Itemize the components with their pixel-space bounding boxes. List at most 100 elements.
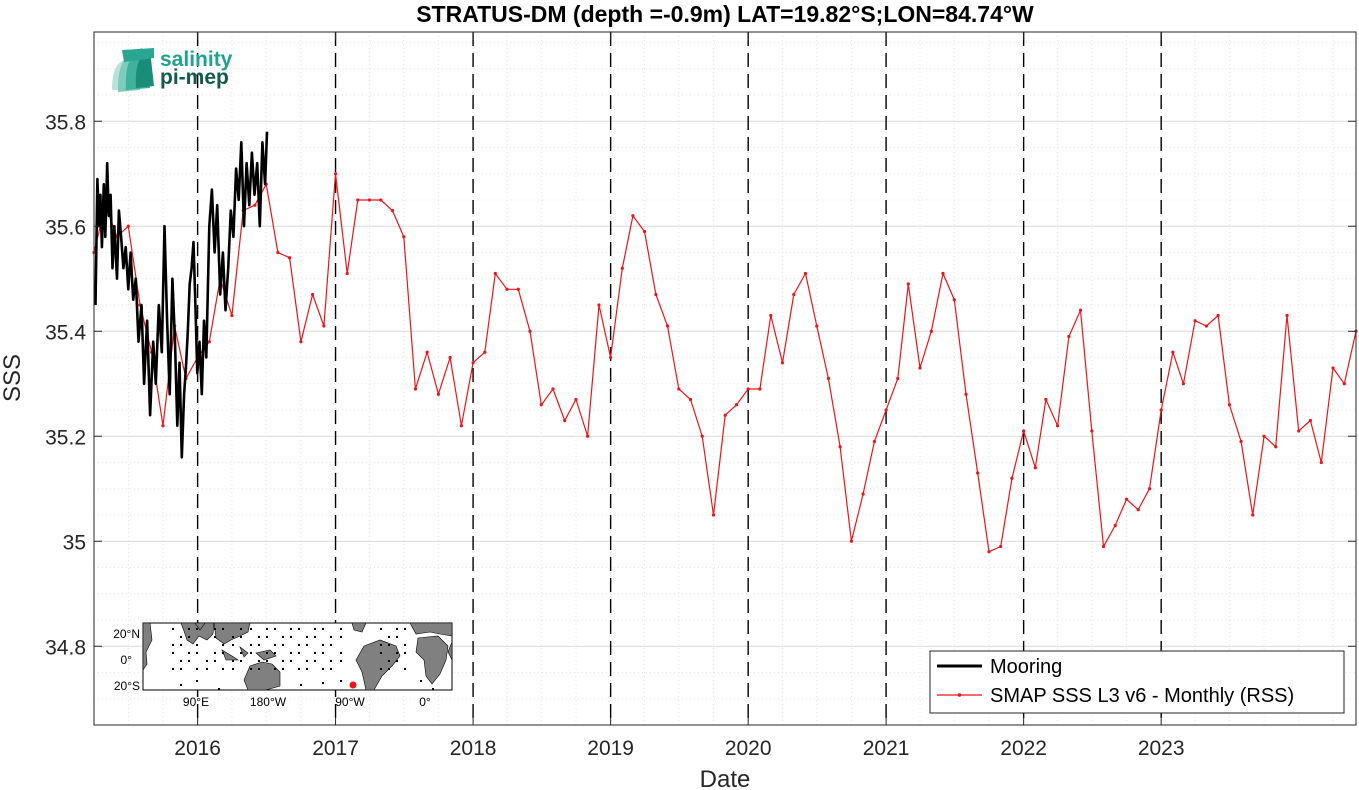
inset-buoy-dot [266, 628, 268, 630]
inset-buoy-dot [180, 684, 182, 686]
smap-point [872, 439, 877, 444]
inset-buoy-dot [196, 628, 198, 630]
inset-buoy-dot [258, 660, 260, 662]
inset-buoy-dot [172, 668, 174, 670]
inset-buoy-dot [306, 644, 308, 646]
inset-buoy-dot [180, 644, 182, 646]
smap-point [345, 271, 349, 276]
smap-point [586, 434, 590, 438]
smap-point [1033, 466, 1037, 470]
inset-buoy-dot [240, 636, 242, 638]
smap-point [700, 434, 704, 438]
smap-point [1297, 429, 1301, 433]
inset-buoy-dot [330, 636, 332, 638]
smap-point [769, 313, 773, 318]
inset-lon-label-90e: 90°E [183, 695, 209, 709]
inset-lon-label-90w: 90°W [335, 695, 365, 709]
inset-buoy-dot [222, 652, 224, 654]
y-tick-label: 35.8 [45, 111, 86, 134]
inset-buoy-dot [222, 668, 224, 670]
smap-point [516, 287, 520, 291]
smap-point [1055, 424, 1060, 428]
smap-point [815, 324, 819, 328]
smap-point [1274, 445, 1278, 449]
smap-point [642, 229, 647, 234]
legend: Mooring SMAP SSS L3 v6 - Monthly (RSS) [929, 650, 1345, 714]
smap-point [1216, 313, 1220, 318]
inset-lat-label-20n: 20°N [113, 627, 140, 641]
x-tick-label: 2021 [863, 737, 910, 760]
inset-buoy-dot [396, 652, 398, 654]
smap-point [276, 250, 280, 255]
inset-buoy-dot [380, 668, 382, 670]
inset-buoy-dot [340, 636, 342, 638]
inset-buoy-dot [388, 636, 390, 638]
inset-buoy-dot [232, 644, 234, 646]
y-tick-label: 35.4 [45, 321, 86, 344]
inset-buoy-dot [322, 682, 324, 684]
smap-point [1067, 334, 1071, 339]
x-tick-label: 2022 [1000, 737, 1047, 760]
smap-point [631, 214, 635, 218]
smap-point [425, 350, 429, 354]
smap-point [1308, 418, 1313, 423]
series-layer [92, 131, 1358, 554]
smap-point [390, 208, 395, 213]
smap-point [299, 340, 303, 344]
smap-point [528, 329, 532, 333]
inset-buoy-dot [188, 628, 190, 630]
inset-buoy-dot [196, 680, 198, 682]
smap-point [861, 492, 865, 496]
x-tick-label: 2020 [725, 737, 772, 760]
inset-buoy-dot [306, 668, 308, 670]
smap-point [505, 287, 509, 291]
inset-lon-label-0: 0° [419, 695, 431, 709]
inset-buoy-dot [250, 644, 252, 646]
inset-buoy-dot [314, 652, 316, 654]
inset-lat-label-0: 0° [121, 653, 133, 667]
inset-buoy-dot [322, 652, 324, 654]
inset-buoy-dot [180, 668, 182, 670]
inset-buoy-dot [240, 660, 242, 662]
smap-point [1101, 544, 1106, 549]
inset-buoy-dot [196, 644, 198, 646]
inset-buoy-dot [298, 668, 300, 670]
smap-point [1285, 313, 1289, 318]
inset-buoy-dot [340, 660, 342, 662]
smap-point [688, 397, 693, 402]
inset-lon-label-180w: 180°W [250, 695, 287, 709]
smap-point [976, 471, 980, 475]
smap-point [574, 397, 578, 402]
inset-buoy-dot [282, 660, 284, 662]
smap-point [1124, 497, 1129, 501]
smap-point [310, 292, 315, 297]
y-ticks: 34.8 35 35.2 35.4 35.6 35.8 [45, 111, 1356, 659]
salinity-pi-mep-logo: salinity pi-mep [112, 48, 233, 92]
inset-buoy-dot [274, 668, 276, 670]
inset-buoy-dot [274, 644, 276, 646]
inset-buoy-dot [250, 652, 252, 654]
y-tick-label: 34.8 [45, 636, 86, 659]
smap-point [379, 198, 383, 202]
smap-point [1136, 508, 1140, 512]
x-tick-label: 2018 [450, 737, 497, 760]
smap-point [367, 198, 372, 202]
legend-box [929, 650, 1345, 714]
series-line-mooring [94, 131, 269, 459]
inset-buoy-dot [222, 644, 224, 646]
smap-point [906, 282, 910, 286]
smap-point [1044, 397, 1048, 402]
smap-point [918, 366, 922, 370]
logo-line2: pi-mep [160, 66, 229, 89]
x-axis-label: Date [700, 766, 751, 790]
smap-point [551, 387, 555, 391]
smap-point [711, 513, 716, 517]
smap-point [563, 418, 567, 423]
smap-point [448, 355, 452, 360]
inset-buoy-dot [222, 628, 224, 630]
x-tick-label: 2019 [587, 737, 634, 760]
smap-point [929, 329, 933, 333]
inset-buoy-dot [330, 668, 332, 670]
smap-point [1078, 308, 1083, 312]
inset-buoy-dot [206, 668, 208, 670]
